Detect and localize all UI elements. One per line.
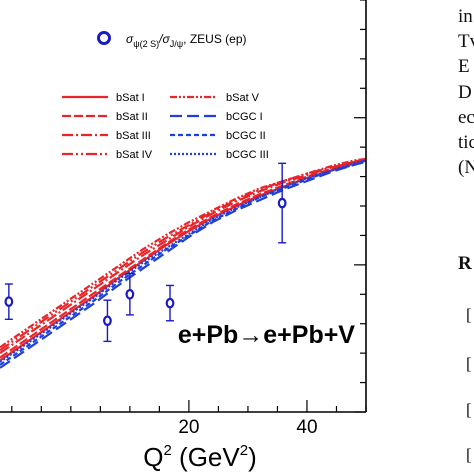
x-axis-label-q: Q [143, 442, 163, 472]
series-line-6 [0, 160, 366, 369]
side-text-line: (N [458, 157, 474, 178]
side-text-line: Tv [458, 31, 474, 52]
x-axis-label-unit-close: ) [248, 442, 257, 472]
side-reference-bracket: [ [466, 445, 472, 464]
plot-area [0, 157, 366, 369]
side-text-line: in [458, 6, 473, 27]
legend-label-data: σψ(2 S)/σJ/ψ, ZEUS (ep) [126, 32, 247, 49]
side-text-line: ec [458, 107, 474, 128]
legend-label-part: /σ [158, 32, 170, 46]
legend-label: bSat III [116, 130, 151, 142]
series-line-5 [0, 157, 366, 349]
legend-label: bCGC I [226, 111, 263, 123]
x-axis-label-unit: (GeV [179, 442, 240, 472]
side-reference-bracket: [ [466, 400, 472, 419]
legend-label: bSat I [116, 92, 145, 104]
axes: 20 40 [0, 0, 367, 438]
side-text-line: E [458, 56, 470, 77]
legend-label: bSat II [116, 111, 148, 123]
side-heading: R [458, 253, 472, 274]
data-point [125, 288, 135, 300]
x-tick-label: 40 [296, 417, 317, 438]
series-line-8 [0, 159, 366, 363]
legend-label-part: , ZEUS (ep) [183, 32, 246, 46]
side-reference-bracket: [ [466, 354, 472, 373]
reaction-annotation: e+Pb→e+Pb+V [178, 321, 355, 349]
legend: σψ(2 S)/σJ/ψ, ZEUS (ep) bSat I bSat II bSat… [62, 31, 269, 161]
legend-marker-data [97, 31, 111, 45]
data-point [103, 315, 112, 327]
legend-label: bSat V [226, 92, 260, 104]
legend-label-part: J/ψ [170, 39, 183, 49]
side-text-line: tic [458, 132, 474, 153]
x-tick-label: 20 [178, 417, 199, 438]
series-line-7 [0, 159, 366, 366]
data-point [277, 197, 287, 209]
x-axis-label: Q2 (GeV2) [143, 442, 257, 472]
legend-label-part: ψ(2 S) [133, 39, 159, 49]
side-reference-bracket: [ [466, 305, 472, 324]
side-text-line: D [458, 82, 472, 103]
legend-label: bCGC III [226, 149, 269, 161]
data-point [165, 297, 175, 309]
x-axis-label-unit-sup: 2 [240, 442, 248, 459]
series-line-2 [0, 157, 366, 359]
legend-label-part: σ [126, 32, 134, 46]
legend-label: bCGC II [226, 130, 266, 142]
data-point [4, 296, 14, 307]
legend-label: bSat IV [116, 149, 153, 161]
x-axis-label-q-sup: 2 [163, 442, 171, 459]
